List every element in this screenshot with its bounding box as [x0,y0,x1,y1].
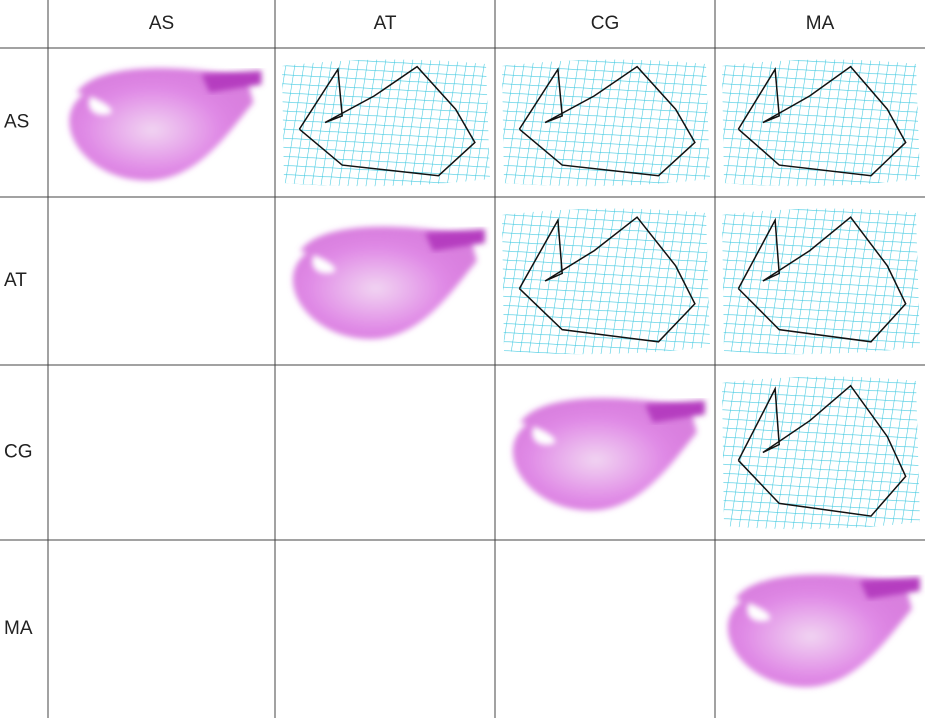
row-header: CG [4,442,33,463]
deformation-grid [502,59,710,186]
specimen-image [728,575,920,688]
grid-mesh [502,59,710,186]
column-header: CG [591,13,620,34]
row-header: AS [4,112,29,133]
grid-mesh [722,59,920,186]
grid-mesh [282,59,490,186]
grid-mesh [722,208,920,354]
row-header: AT [4,270,27,291]
specimen-image [293,227,485,340]
grid-mesh [502,208,710,354]
page: ASATCGMAASATCGMA (() => { const data = J… [0,0,925,718]
grid-mesh [722,376,920,529]
column-header: AS [149,13,174,34]
specimen-image [513,398,705,511]
column-header: AT [374,13,397,34]
comparison-table: AS AT CG MA AS AT CG MA [0,0,925,718]
deformation-grid [722,59,920,186]
deformation-grid [282,59,490,186]
deformation-grid [502,208,710,354]
deformation-grid [722,208,920,354]
specimen-image [69,68,261,181]
column-header: MA [806,13,835,34]
deformation-grid [722,376,920,529]
row-header: MA [4,618,33,639]
